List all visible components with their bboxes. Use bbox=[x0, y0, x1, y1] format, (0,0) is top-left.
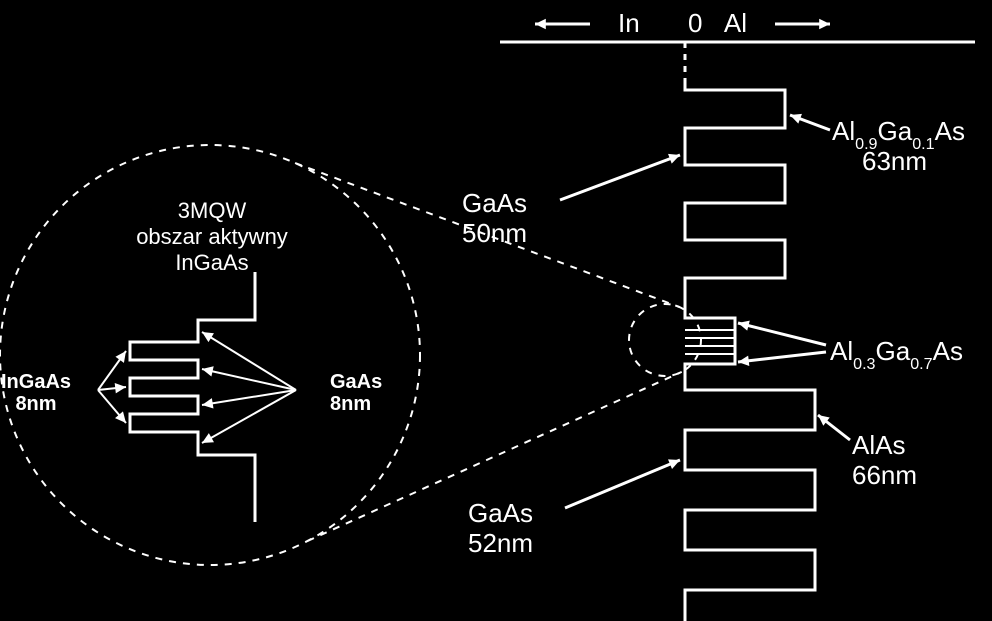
axis-zero-label: 0 bbox=[688, 8, 702, 38]
label-gaas50-1: GaAs bbox=[462, 188, 527, 218]
zoom-target-circle bbox=[629, 304, 701, 376]
axis-right-label: Al bbox=[724, 8, 747, 38]
label-alas-2: 66nm bbox=[852, 460, 917, 490]
zoom-left-label-2: 8nm bbox=[15, 393, 56, 415]
zoom-profile bbox=[130, 272, 255, 522]
label-gaas52-2: 52nm bbox=[468, 528, 533, 558]
zoom-right-label-2: 8nm bbox=[330, 393, 371, 415]
label-alas-1: AlAs bbox=[852, 430, 905, 460]
main-composition-profile bbox=[685, 78, 815, 621]
label-al03: Al0.3Ga0.7As bbox=[830, 336, 963, 373]
zoom-title-line: obszar aktywny bbox=[136, 224, 288, 249]
axis-left-label: In bbox=[618, 8, 640, 38]
zoom-right-label-1: GaAs bbox=[330, 371, 382, 393]
diagram-svg: In0Al3MQWobszar aktywnyInGaAsInGaAs8nmGa… bbox=[0, 0, 992, 621]
label-gaas50-2: 50nm bbox=[462, 218, 527, 248]
zoom-title-line: InGaAs bbox=[175, 250, 248, 275]
zoom-left-label-1: InGaAs bbox=[1, 371, 71, 393]
label-al09-2: 63nm bbox=[862, 146, 927, 176]
label-gaas52-1: GaAs bbox=[468, 498, 533, 528]
zoom-title-line: 3MQW bbox=[178, 198, 247, 223]
